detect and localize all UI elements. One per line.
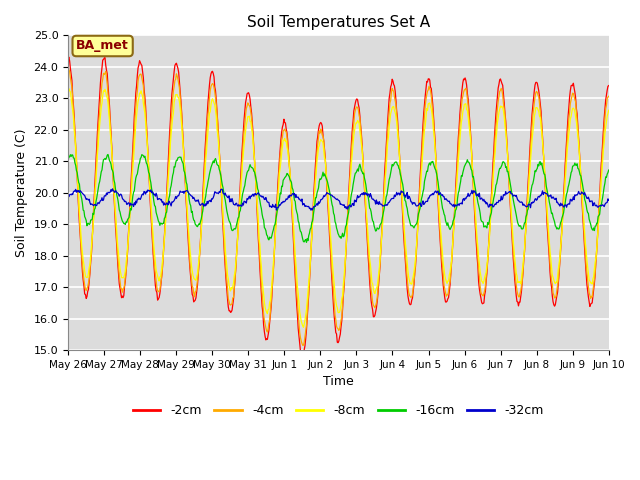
- -8cm: [186, 235, 193, 240]
- -16cm: [74, 175, 82, 181]
- -16cm: [186, 197, 193, 203]
- -32cm: [421, 199, 429, 205]
- -32cm: [109, 186, 116, 192]
- -16cm: [64, 158, 72, 164]
- -16cm: [214, 162, 221, 168]
- Legend: -2cm, -4cm, -8cm, -16cm, -32cm: -2cm, -4cm, -8cm, -16cm, -32cm: [128, 399, 549, 422]
- -2cm: [406, 301, 413, 307]
- -32cm: [74, 189, 82, 195]
- Line: -2cm: -2cm: [68, 57, 609, 358]
- -2cm: [65, 54, 73, 60]
- Title: Soil Temperatures Set A: Soil Temperatures Set A: [247, 15, 430, 30]
- Y-axis label: Soil Temperature (C): Soil Temperature (C): [15, 129, 28, 257]
- -4cm: [605, 94, 612, 99]
- -8cm: [65, 86, 73, 92]
- Line: -8cm: -8cm: [68, 89, 609, 327]
- -2cm: [605, 83, 612, 88]
- -32cm: [214, 191, 221, 196]
- -32cm: [605, 197, 612, 203]
- -16cm: [605, 167, 612, 173]
- -32cm: [131, 200, 138, 205]
- -16cm: [104, 152, 112, 157]
- -4cm: [405, 290, 413, 296]
- Line: -16cm: -16cm: [68, 155, 609, 242]
- -2cm: [75, 206, 83, 212]
- -2cm: [299, 355, 307, 361]
- -8cm: [300, 324, 307, 330]
- -8cm: [214, 132, 221, 137]
- -16cm: [421, 175, 429, 181]
- -8cm: [64, 88, 72, 94]
- -32cm: [64, 192, 72, 198]
- -4cm: [299, 342, 307, 348]
- -2cm: [214, 120, 221, 126]
- -2cm: [64, 56, 72, 61]
- -4cm: [213, 111, 221, 117]
- -32cm: [307, 207, 315, 213]
- -32cm: [186, 191, 193, 197]
- Line: -32cm: -32cm: [68, 189, 609, 210]
- Text: BA_met: BA_met: [76, 39, 129, 52]
- -8cm: [75, 193, 83, 199]
- -8cm: [131, 144, 138, 150]
- -4cm: [130, 142, 138, 147]
- -2cm: [186, 254, 193, 260]
- -4cm: [420, 112, 428, 118]
- -8cm: [421, 123, 429, 129]
- -2cm: [131, 113, 138, 119]
- -16cm: [406, 217, 413, 223]
- -4cm: [64, 66, 72, 72]
- -16cm: [303, 240, 310, 245]
- -8cm: [406, 277, 413, 283]
- -4cm: [74, 187, 82, 192]
- -8cm: [605, 108, 612, 113]
- X-axis label: Time: Time: [323, 375, 354, 388]
- Line: -4cm: -4cm: [68, 69, 609, 345]
- -16cm: [131, 188, 138, 194]
- -2cm: [421, 93, 429, 98]
- -4cm: [184, 235, 192, 241]
- -32cm: [406, 194, 413, 200]
